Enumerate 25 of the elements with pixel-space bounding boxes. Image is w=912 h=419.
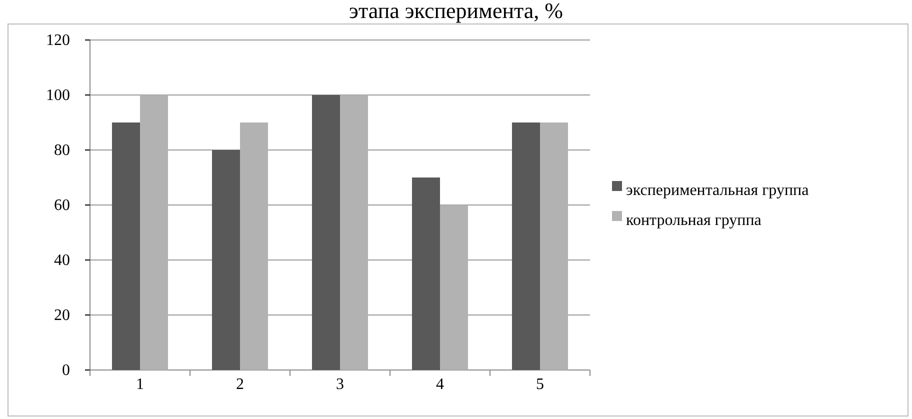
x-tick-label: 4 [436,376,444,393]
x-tick-label: 3 [336,376,344,393]
y-tick-label: 60 [54,197,70,214]
y-tick-label: 20 [54,307,70,324]
legend-label: экспериментальная группа [626,182,809,199]
y-tick-label: 100 [46,87,70,104]
legend-label: контрольная группа [626,212,762,229]
bar [412,178,440,370]
x-tick-label: 2 [236,376,244,393]
x-tick-label: 5 [536,376,544,393]
bar [440,205,468,370]
bar [340,95,368,370]
bar [112,122,140,370]
chart-title: этапа эксперимента, % [349,0,563,23]
bar [540,122,568,370]
bar [240,122,268,370]
bar [140,95,168,370]
bar [512,122,540,370]
y-tick-label: 80 [54,142,70,160]
x-tick-label: 1 [136,376,144,393]
y-tick-label: 120 [46,32,70,50]
bar [312,95,340,370]
y-tick-label: 0 [62,362,70,380]
bar [212,150,240,370]
y-tick-label: 40 [54,252,70,270]
